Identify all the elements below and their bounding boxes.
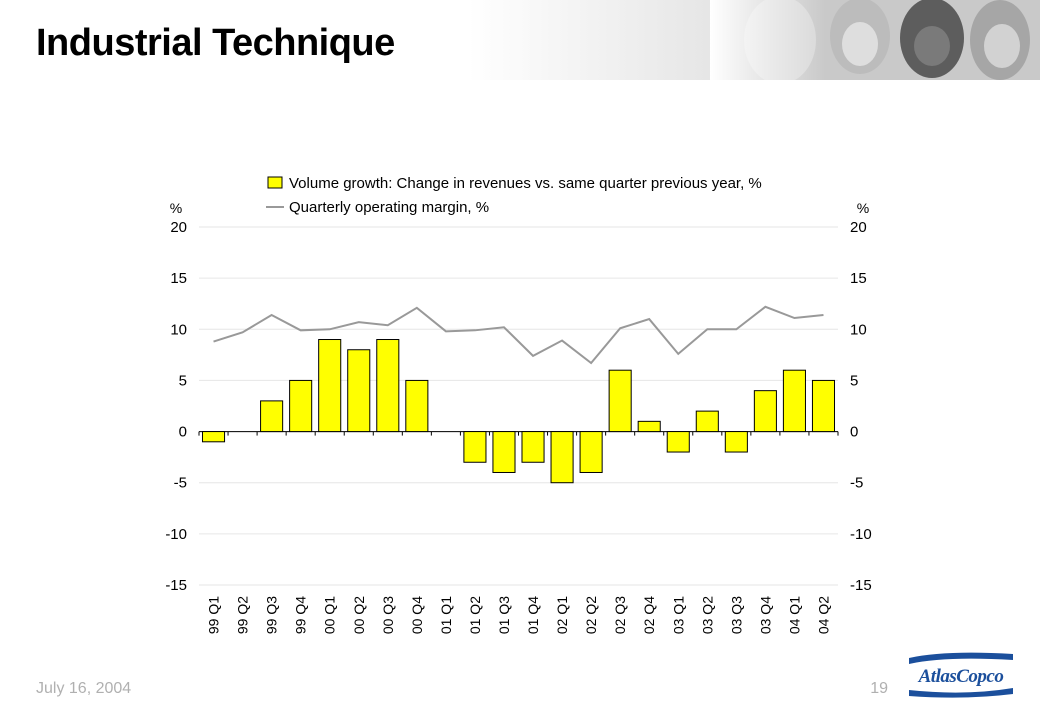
- y-tick-label-left: -10: [165, 526, 187, 543]
- y-tick-label-right: 0: [850, 424, 858, 441]
- volume-growth-bar: [521, 431, 545, 463]
- y-tick-label-right: 20: [850, 219, 867, 236]
- legend-label-volume-growth: Volume growth: Change in revenues vs. sa…: [289, 175, 762, 192]
- volume-growth-bar: [753, 390, 777, 433]
- x-tick-label: 02 Q4: [641, 596, 657, 634]
- legend-label-operating-margin: Quarterly operating margin, %: [289, 199, 489, 216]
- x-tick-label: 02 Q2: [583, 596, 599, 634]
- x-tick-label: 04 Q2: [815, 596, 831, 634]
- x-tick-label: 99 Q2: [235, 596, 251, 634]
- y-tick-label-left: 10: [170, 321, 187, 338]
- y-axis-label-right: %: [857, 200, 869, 216]
- x-tick-label: 99 Q3: [264, 596, 280, 634]
- volume-growth-bar: [260, 400, 284, 433]
- legend-bar-swatch: [267, 176, 283, 189]
- x-tick-label: 00 Q3: [380, 596, 396, 634]
- x-tick-label: 00 Q4: [409, 596, 425, 634]
- volume-growth-bar: [463, 431, 487, 463]
- x-tick-label: 01 Q2: [467, 596, 483, 634]
- x-tick-label: 00 Q2: [351, 596, 367, 634]
- page-number: 19: [870, 680, 888, 697]
- y-tick-label-right: 10: [850, 321, 867, 338]
- x-tick-label: 03 Q2: [699, 596, 715, 634]
- page-title: Industrial Technique: [36, 22, 395, 64]
- volume-growth-bar: [695, 410, 719, 433]
- x-tick-label: 00 Q1: [322, 596, 338, 634]
- x-tick-label: 03 Q4: [757, 596, 773, 634]
- volume-growth-bar: [811, 379, 836, 433]
- people-photo-icon: [710, 0, 1040, 80]
- volume-growth-bar: [289, 379, 313, 433]
- x-tick-label: 04 Q1: [786, 596, 802, 634]
- svg-text:AtlasCopco: AtlasCopco: [918, 666, 1004, 687]
- atlas-copco-logo-icon: AtlasCopco: [905, 648, 1017, 700]
- volume-growth-bar: [318, 339, 342, 433]
- y-tick-label-right: -15: [850, 577, 872, 594]
- volume-growth-bar: [782, 369, 806, 433]
- volume-growth-bar: [637, 420, 661, 433]
- volume-growth-bar: [492, 431, 516, 473]
- y-tick-label-left: 15: [170, 270, 187, 287]
- y-tick-label-right: 5: [850, 372, 858, 389]
- y-tick-label-right: -5: [850, 475, 863, 492]
- y-tick-label-left: 5: [179, 372, 187, 389]
- operating-margin-line: [213, 305, 824, 365]
- footer-date: July 16, 2004: [36, 680, 132, 697]
- y-tick-label-left: 20: [170, 219, 187, 236]
- x-tick-label: 03 Q3: [728, 596, 744, 634]
- y-tick-label-right: -10: [850, 526, 872, 543]
- volume-growth-bar: [550, 431, 574, 484]
- x-tick-label: 01 Q1: [438, 596, 454, 634]
- y-tick-label-left: 0: [179, 424, 187, 441]
- y-tick-label-left: -15: [165, 577, 187, 594]
- x-tick-label: 02 Q1: [554, 596, 570, 634]
- volume-growth-bar: [608, 369, 632, 433]
- x-tick-label: 02 Q3: [612, 596, 628, 634]
- volume-growth-bar: [201, 431, 226, 443]
- y-axis-label-left: %: [170, 200, 182, 216]
- volume-growth-bar: [405, 379, 429, 433]
- x-tick-label: 01 Q4: [525, 596, 541, 634]
- y-tick-label-right: 15: [850, 270, 867, 287]
- volume-growth-bar: [376, 339, 400, 433]
- volume-growth-bar: [347, 349, 371, 433]
- x-tick-label: 03 Q1: [670, 596, 686, 634]
- volume-growth-bar: [666, 431, 690, 453]
- x-tick-label: 01 Q3: [496, 596, 512, 634]
- volume-growth-bar: [724, 431, 748, 453]
- header-banner: Industrial Technique: [0, 0, 1040, 80]
- volume-growth-bar: [579, 431, 603, 473]
- x-tick-label: 99 Q4: [293, 596, 309, 634]
- x-tick-label: 99 Q1: [206, 596, 222, 634]
- y-tick-label-left: -5: [174, 475, 187, 492]
